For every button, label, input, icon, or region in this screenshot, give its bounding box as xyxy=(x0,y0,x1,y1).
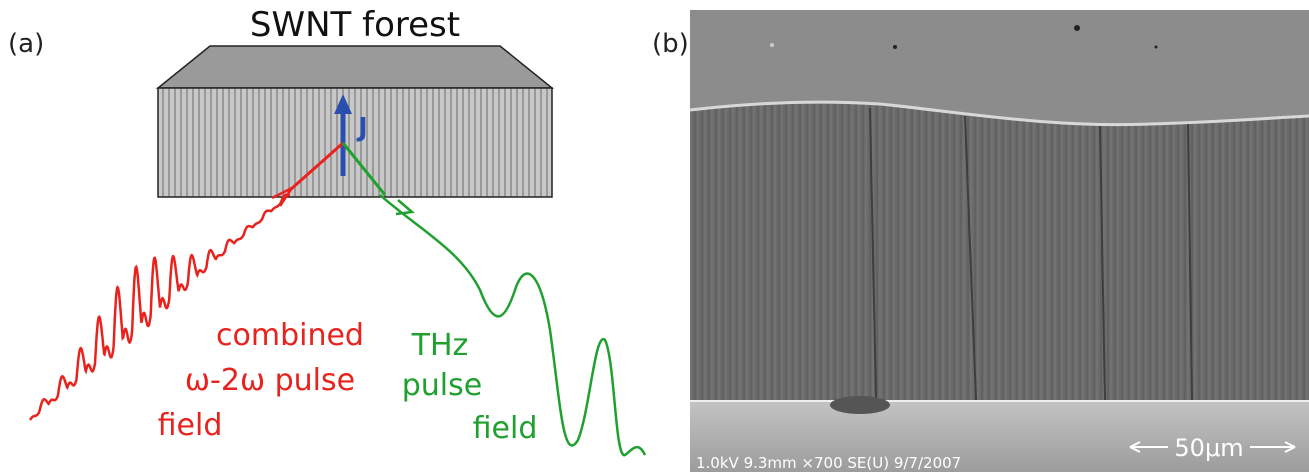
pump-label: combined xyxy=(216,318,364,353)
forest-title: SWNT forest xyxy=(250,5,460,45)
sem-info: 1.0kV 9.3mm ×700 SE(U) 9/7/2007 xyxy=(696,454,961,472)
current-label: J xyxy=(356,113,368,143)
figure: (a) SWNT forest J combined ω-2ω pulse fi… xyxy=(0,0,1309,472)
forest-top xyxy=(158,46,552,88)
pump-label: ω-2ω pulse xyxy=(185,363,355,398)
thz-label: field xyxy=(473,411,538,446)
panel-label: (b) xyxy=(652,29,689,59)
panel-label: (a) xyxy=(8,29,44,59)
forest-body xyxy=(158,88,552,197)
thz-label: THz xyxy=(411,328,469,363)
scale-label: 50μm xyxy=(1174,434,1243,462)
pump-label: field xyxy=(158,408,223,443)
thz-label: pulse xyxy=(402,368,482,403)
sem-image xyxy=(690,10,1309,472)
thz-arrow xyxy=(396,200,412,214)
